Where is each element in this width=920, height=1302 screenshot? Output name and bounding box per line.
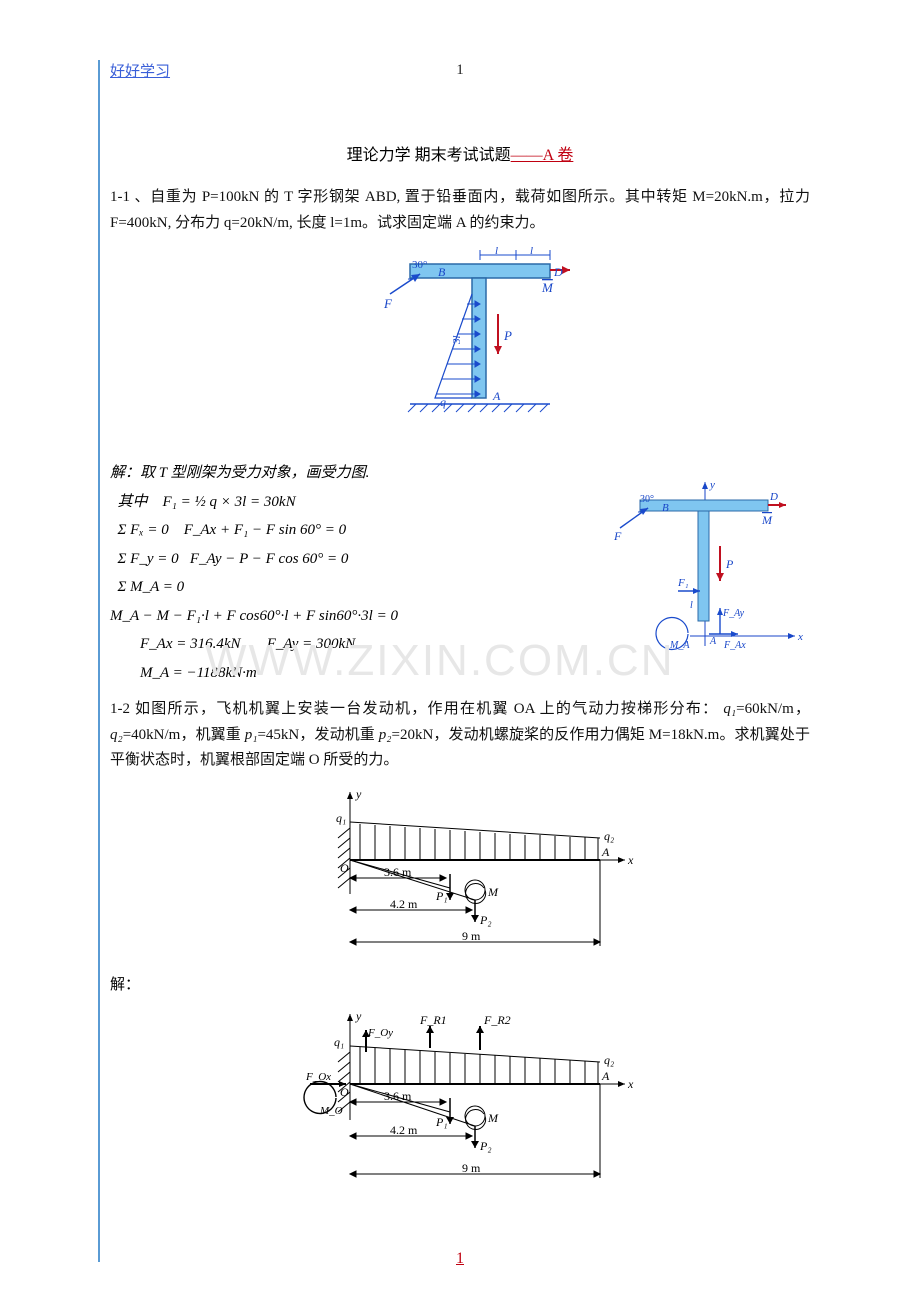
sol-line-6: F_Ax = 316.4kN F_Ay = 300kN: [110, 630, 552, 659]
fbd-P: P: [725, 557, 734, 571]
axis-x: x: [797, 631, 803, 643]
fbd-B: B: [662, 502, 669, 514]
wing-q1: q₁: [336, 811, 346, 825]
sol-line-3: Σ F_y = 0 F_Ay − P − F cos 60° = 0: [110, 545, 552, 574]
wf-P1: P₁: [435, 1115, 448, 1129]
p2-p1: p₁: [245, 727, 258, 743]
wf-FR2: F_R2: [483, 1013, 511, 1027]
margin-bar: [98, 60, 100, 1262]
sol-line-0: 解：取 T 型刚架为受力对象，画受力图.: [110, 459, 552, 488]
sol-line-4: Σ M_A = 0: [110, 573, 552, 602]
wf-FOy: F_Oy: [367, 1027, 393, 1039]
sol-line-7: M_A = −1188kN·m: [110, 659, 552, 688]
problem-1-2-text: 1-2 如图所示，飞机机翼上安装一台发动机，作用在机翼 OA 上的气动力按梯形分…: [110, 697, 810, 774]
problem-1-2-fbd: y x: [110, 1002, 810, 1207]
wing-diagram: y x: [280, 782, 640, 962]
title-suffix: ——A 卷: [511, 147, 574, 164]
axis-y: y: [709, 479, 715, 491]
fbd-A: A: [709, 636, 717, 647]
page: 好好学习 1 理论力学 期末考试试题——A 卷 1-1 、自重为 P=100kN…: [0, 0, 920, 1302]
wing-dim2: 4.2 m: [390, 897, 418, 911]
fbd-F: F: [613, 529, 622, 543]
label-F: F: [383, 296, 393, 311]
label-A: A: [492, 389, 501, 403]
fbd-FAy: F_Ay: [722, 608, 745, 619]
wf-MO: M_O: [319, 1105, 343, 1117]
problem-1-1-figure: B D P A M F q 30° l l 3l: [110, 244, 810, 449]
wf-d1: 3.6 m: [384, 1089, 412, 1103]
fbd-MA: M_A: [669, 640, 690, 651]
wing-fbd-diagram: y x: [270, 1002, 650, 1202]
p2-q2: q₂: [110, 727, 123, 743]
exam-title: 理论力学 期末考试试题——A 卷: [110, 141, 810, 165]
label-l1: l: [495, 245, 498, 257]
wing-P2: P₂: [479, 913, 492, 927]
wf-y: y: [355, 1009, 362, 1023]
page-number-bottom: 1: [456, 1250, 464, 1268]
fbd-D: D: [769, 491, 778, 503]
label-P: P: [503, 328, 512, 343]
fbd-angle: 30°: [640, 494, 654, 505]
label-D: D: [553, 265, 563, 279]
wf-x: x: [627, 1077, 634, 1091]
fbd-M: M: [761, 513, 773, 527]
wf-M: M: [487, 1111, 499, 1125]
wf-FOx: F_Ox: [305, 1071, 331, 1083]
page-number-top: 1: [456, 62, 464, 79]
wf-q2: q₂: [604, 1053, 614, 1067]
p2-prefix: 1-2 如图所示，飞机机翼上安装一台发动机，作用在机翼 OA 上的气动力按梯形分…: [110, 701, 718, 717]
sol-line-1: 其中 F₁ = ½ q × 3l = 30kN: [110, 488, 552, 517]
p2-q2v: =40kN/m，机翼重: [123, 727, 245, 743]
label-l2: l: [530, 245, 533, 257]
wing-x: x: [627, 853, 634, 867]
wing-A: A: [601, 845, 610, 859]
label-angle: 30°: [412, 259, 427, 271]
header-link[interactable]: 好好学习: [110, 64, 170, 80]
problem-1-1-solution: 解：取 T 型刚架为受力对象，画受力图. 其中 F₁ = ½ q × 3l = …: [110, 455, 810, 687]
sol-line-2: Σ Fₓ = 0 F_Ax + F₁ − F sin 60° = 0: [110, 516, 552, 545]
wing-dim1: 3.6 m: [384, 865, 412, 879]
p2-p1v: =45kN，发动机重: [257, 727, 378, 743]
wf-P2: P₂: [479, 1139, 492, 1153]
wing-y: y: [355, 787, 362, 801]
problem-1-2-solution-label: 解：: [110, 973, 810, 994]
wing-P1: P₁: [435, 889, 448, 903]
wf-d2: 4.2 m: [390, 1123, 418, 1137]
title-prefix: 理论力学 期末考试试题: [347, 147, 511, 164]
problem-1-1-text: 1-1 、自重为 P=100kN 的 T 字形钢架 ABD, 置于铅垂面内，载荷…: [110, 185, 810, 236]
label-q: q: [440, 395, 446, 409]
wing-q2: q₂: [604, 829, 614, 843]
wing-O: O: [340, 861, 349, 875]
t-frame-diagram: B D P A M F q 30° l l 3l: [320, 244, 600, 444]
wing-dim3: 9 m: [462, 929, 481, 943]
t-frame-fbd: x y B D P: [570, 476, 810, 666]
wf-FR1: F_R1: [419, 1013, 447, 1027]
p2-q1v: =60kN/m，: [736, 701, 810, 717]
wf-O: O: [340, 1085, 349, 1099]
fbd-F1: F₁: [677, 577, 689, 589]
fbd-FAx: F_Ax: [723, 640, 746, 651]
label-3l: 3l: [451, 335, 463, 345]
label-M: M: [541, 280, 554, 295]
p2-q1: q₁: [723, 701, 736, 717]
fbd-l: l: [690, 600, 693, 611]
label-B: B: [438, 265, 446, 279]
sol-line-5: M_A − M − F₁·l + F cos60°·l + F sin60°·3…: [110, 602, 552, 631]
p2-p2: p₂: [379, 727, 392, 743]
problem-1-2-figure: y x: [110, 782, 810, 967]
wf-q1: q₁: [334, 1035, 344, 1049]
wf-d3: 9 m: [462, 1161, 481, 1175]
wing-M: M: [487, 885, 499, 899]
wf-A: A: [601, 1069, 610, 1083]
